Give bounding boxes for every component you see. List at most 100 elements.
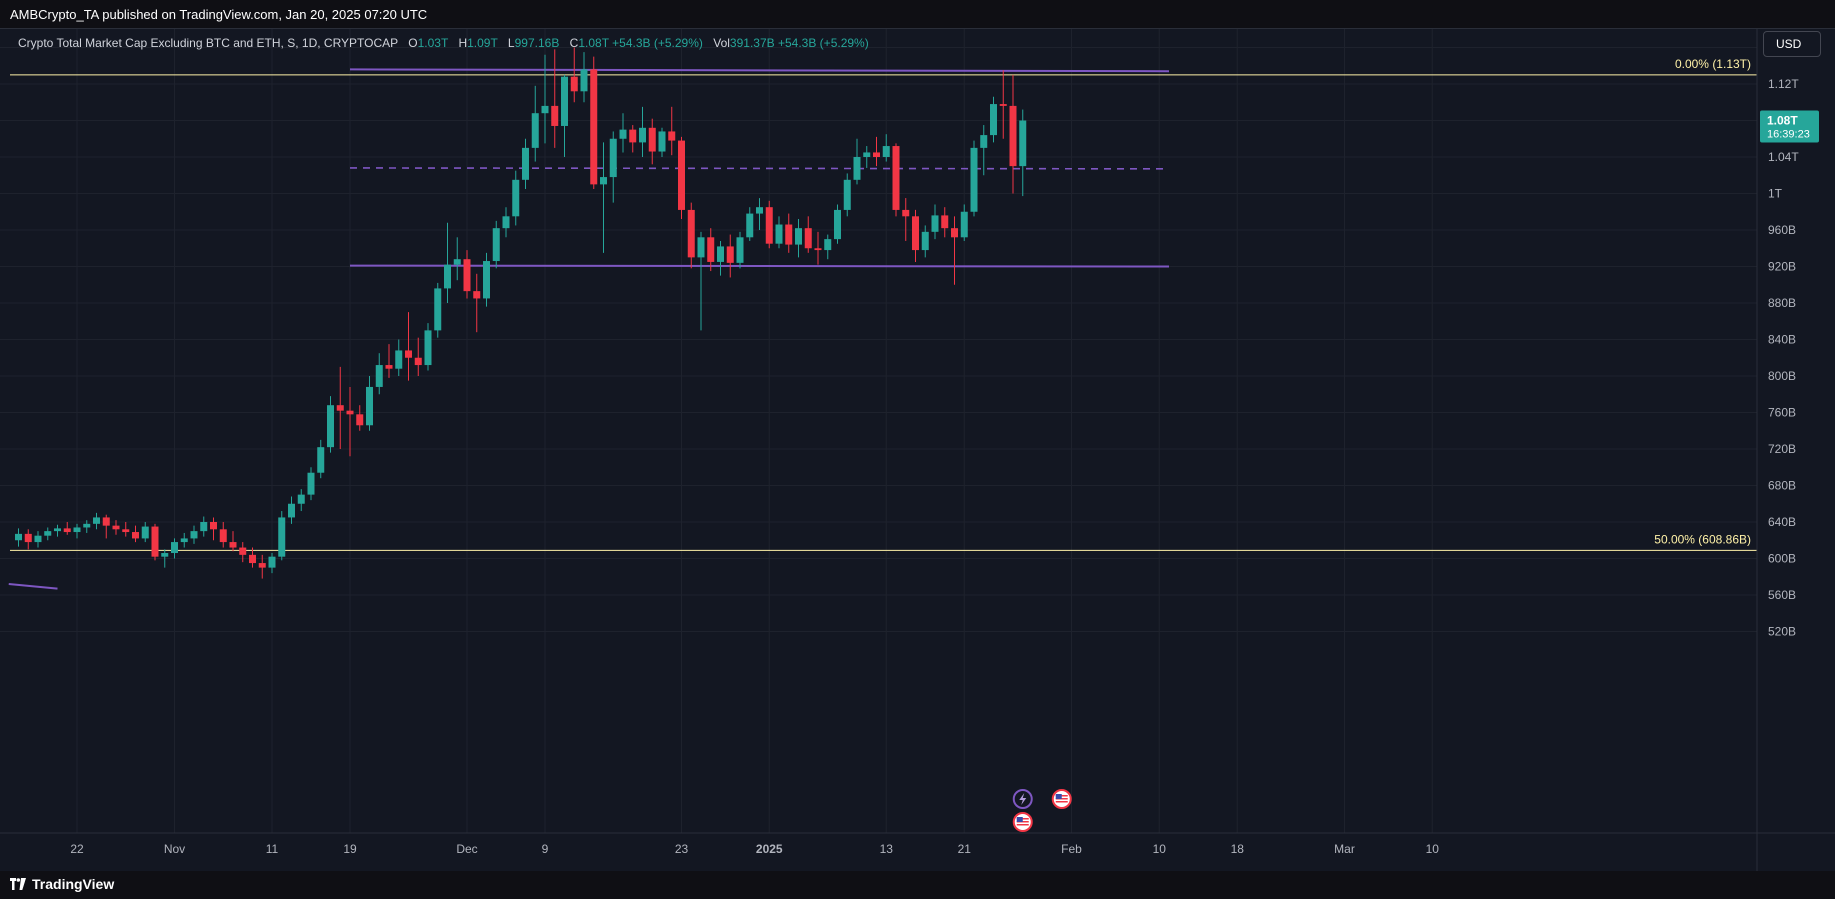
candle[interactable] <box>687 202 695 269</box>
candle[interactable] <box>346 386 354 457</box>
candle[interactable] <box>824 234 832 260</box>
candle[interactable] <box>648 118 656 165</box>
candle[interactable] <box>609 131 617 203</box>
candle[interactable] <box>551 49 559 148</box>
tradingview-logo[interactable]: TradingView <box>10 876 114 892</box>
candle[interactable] <box>941 207 949 238</box>
candle[interactable] <box>93 512 100 530</box>
candle[interactable] <box>356 405 364 431</box>
candle[interactable] <box>522 138 529 189</box>
candle[interactable] <box>444 222 451 303</box>
candle[interactable] <box>726 234 734 278</box>
us-flag-event-icon[interactable] <box>1051 789 1072 809</box>
candle[interactable] <box>63 522 71 535</box>
candle[interactable] <box>268 553 276 574</box>
symbol-title[interactable]: Crypto Total Market Cap Excluding BTC an… <box>18 36 398 50</box>
candle[interactable] <box>112 520 120 535</box>
candle[interactable] <box>902 198 910 241</box>
candle[interactable] <box>317 439 325 479</box>
candle[interactable] <box>707 228 715 272</box>
candle[interactable] <box>980 125 988 176</box>
candle[interactable] <box>83 520 91 533</box>
candle[interactable] <box>122 522 130 537</box>
candle[interactable] <box>434 282 442 338</box>
candle[interactable] <box>239 542 247 563</box>
candle[interactable] <box>288 496 295 524</box>
candle[interactable] <box>180 532 188 548</box>
candle[interactable] <box>570 47 578 103</box>
candle[interactable] <box>512 170 520 226</box>
flash-event-icon[interactable] <box>1012 789 1033 809</box>
candle[interactable] <box>336 366 344 449</box>
candle[interactable] <box>804 216 812 253</box>
candle[interactable] <box>775 216 783 249</box>
candle[interactable] <box>73 523 81 539</box>
candle[interactable] <box>24 529 32 550</box>
candle[interactable] <box>190 525 198 544</box>
candle[interactable] <box>999 70 1007 139</box>
candle[interactable] <box>483 252 490 307</box>
channel-line-range-low[interactable] <box>349 264 1170 268</box>
candle[interactable] <box>200 516 208 537</box>
candle[interactable] <box>249 547 256 568</box>
candle[interactable] <box>405 312 412 381</box>
candle[interactable] <box>785 213 793 253</box>
candle[interactable] <box>678 136 685 220</box>
candle[interactable] <box>463 250 471 299</box>
candle[interactable] <box>151 523 159 561</box>
candle[interactable] <box>541 54 549 144</box>
candle[interactable] <box>297 489 305 512</box>
candle[interactable] <box>132 525 139 543</box>
candle[interactable] <box>658 127 666 157</box>
candle[interactable] <box>1019 109 1027 197</box>
channel-line-range-mid[interactable] <box>349 167 1170 170</box>
channel-line-old-trendline[interactable] <box>8 583 58 590</box>
us-flag-event-icon[interactable] <box>1012 812 1033 832</box>
candle[interactable] <box>882 134 890 162</box>
candle[interactable] <box>366 376 373 431</box>
candle[interactable] <box>15 528 22 547</box>
candle[interactable] <box>229 531 237 552</box>
candle[interactable] <box>970 140 978 217</box>
currency-button[interactable]: USD <box>1763 31 1821 57</box>
candle[interactable] <box>736 231 744 269</box>
candle[interactable] <box>668 106 676 156</box>
candle[interactable] <box>590 56 598 189</box>
candle[interactable] <box>492 220 500 269</box>
candle[interactable] <box>44 527 52 541</box>
plot-area[interactable] <box>8 47 1757 590</box>
candle[interactable] <box>629 125 637 153</box>
candle[interactable] <box>863 146 871 168</box>
candle[interactable] <box>600 142 607 253</box>
candle[interactable] <box>580 52 588 103</box>
candle[interactable] <box>375 353 383 395</box>
candle[interactable] <box>639 106 646 157</box>
candle[interactable] <box>473 273 481 333</box>
candle[interactable] <box>960 204 968 241</box>
candle[interactable] <box>54 524 61 537</box>
candle[interactable] <box>1009 74 1017 194</box>
candle[interactable] <box>161 549 169 568</box>
candle[interactable] <box>892 143 900 217</box>
candle[interactable] <box>843 173 851 217</box>
candle[interactable] <box>502 207 510 238</box>
candle[interactable] <box>210 517 217 541</box>
candle[interactable] <box>307 467 315 501</box>
candle[interactable] <box>453 237 461 281</box>
candle[interactable] <box>102 514 110 539</box>
candle[interactable] <box>990 96 997 143</box>
candle[interactable] <box>531 85 539 162</box>
candle[interactable] <box>219 522 227 548</box>
candle[interactable] <box>171 538 178 559</box>
candle[interactable] <box>931 204 939 240</box>
candle[interactable] <box>853 138 861 185</box>
candle[interactable] <box>765 200 773 249</box>
candle[interactable] <box>141 522 149 543</box>
candle[interactable] <box>561 74 568 157</box>
candle[interactable] <box>795 219 802 258</box>
candle[interactable] <box>834 204 841 244</box>
candle[interactable] <box>258 554 266 579</box>
candle[interactable] <box>814 231 822 265</box>
candle[interactable] <box>414 337 422 376</box>
